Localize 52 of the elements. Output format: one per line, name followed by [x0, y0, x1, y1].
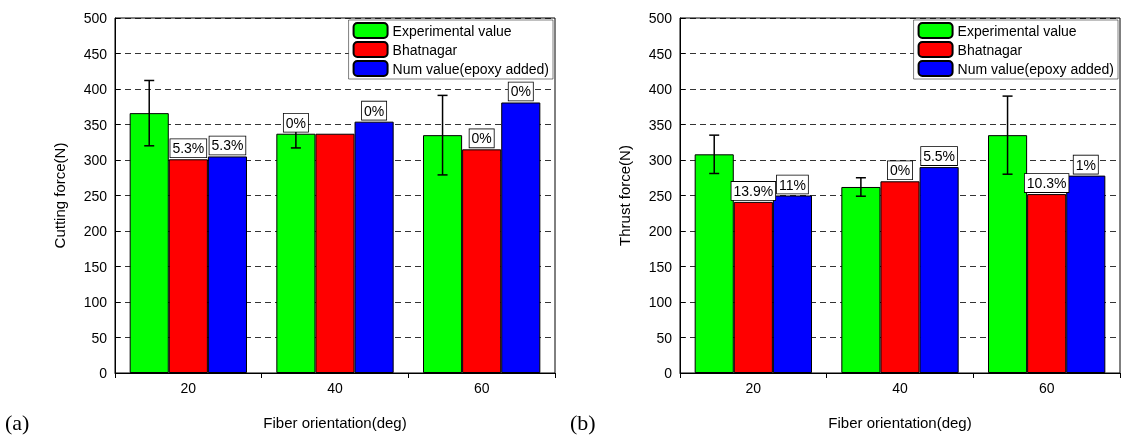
y-tick-label: 150 [83, 258, 108, 275]
y-axis-title: Cutting force(N) [51, 142, 68, 249]
x-tick-label: 60 [473, 380, 490, 396]
text: (b) [570, 409, 596, 435]
y-tick-label: 100 [648, 294, 673, 310]
annotation: 10.3% [1026, 175, 1067, 192]
x-tick-label: 40 [892, 380, 908, 396]
y-tick-label: 450 [648, 45, 673, 62]
legend-label: Bhatnagar [392, 41, 458, 58]
y-tick-label: 400 [83, 81, 108, 97]
x-tick-label: 20 [180, 380, 197, 396]
annotation: 0% [285, 114, 307, 131]
x-axis-title: Fiber orientation(deg) [263, 414, 407, 431]
legend-label: Num value(epoxy added) [957, 60, 1114, 77]
annotation: 0% [510, 83, 531, 100]
y-tick-label: 200 [648, 223, 673, 239]
y-tick-label: 200 [83, 223, 108, 239]
y-tick-label: 50 [656, 329, 673, 346]
y-tick-label: 0 [99, 365, 108, 381]
annotation: 5.3% [211, 137, 244, 154]
y-tick-label: 250 [648, 187, 673, 204]
y-tick-label: 100 [83, 294, 108, 310]
y-tick-label: 250 [83, 187, 108, 204]
y-tick-label: 350 [83, 116, 108, 133]
annotation: 5.5% [923, 148, 956, 165]
annotation: 0% [471, 130, 492, 147]
y-tick-label: 400 [648, 81, 673, 97]
legend-label: Experimental value [957, 22, 1077, 39]
x-tick-label: 60 [1038, 380, 1055, 396]
y-tick-label: 50 [91, 329, 108, 346]
y-tick-label: 150 [648, 258, 673, 275]
x-axis-title: Fiber orientation(deg) [828, 414, 972, 431]
y-tick-label: 0 [664, 365, 673, 381]
y-tick-label: 300 [83, 152, 108, 168]
y-tick-label: 500 [648, 10, 673, 26]
legend-label: Bhatnagar [957, 41, 1023, 58]
text: (a) [5, 409, 30, 435]
y-tick-label: 450 [83, 45, 108, 62]
y-tick-label: 350 [648, 116, 673, 133]
legend-label: Experimental value [392, 22, 512, 39]
annotation: 5.3% [172, 140, 205, 157]
x-tick-label: 20 [745, 380, 762, 396]
annotation: 13.9% [733, 182, 774, 199]
y-tick-label: 300 [648, 152, 673, 168]
annotation: 11% [778, 176, 806, 193]
y-axis-title: Thrust force(N) [616, 145, 633, 246]
annotation: 0% [889, 162, 911, 179]
x-tick-label: 40 [327, 380, 343, 396]
y-tick-label: 500 [83, 10, 108, 26]
annotation: 0% [363, 102, 385, 119]
legend-label: Num value(epoxy added) [392, 60, 549, 77]
annotation: 1% [1075, 156, 1096, 173]
